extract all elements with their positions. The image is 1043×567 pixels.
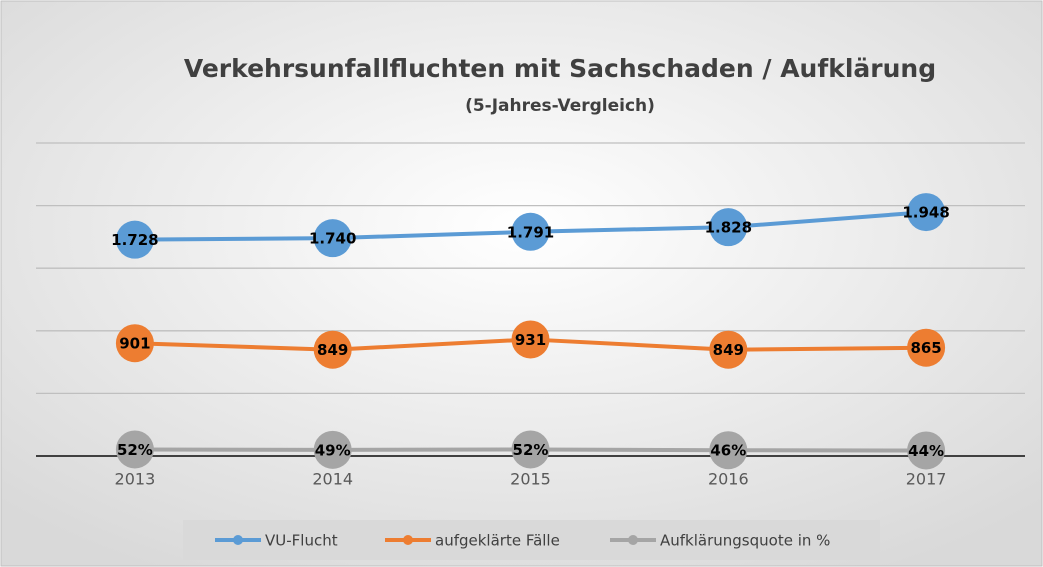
marker bbox=[907, 193, 946, 232]
x-tick-label: 2015 bbox=[510, 470, 551, 489]
marker bbox=[511, 430, 550, 469]
data-label: 52% bbox=[117, 441, 153, 459]
marker bbox=[115, 430, 154, 469]
data-label: 46% bbox=[710, 442, 746, 460]
marker bbox=[907, 328, 946, 367]
data-label: 1.791 bbox=[507, 223, 554, 241]
data-label: 849 bbox=[713, 341, 744, 359]
marker bbox=[313, 330, 352, 369]
data-label: 1.740 bbox=[309, 230, 356, 248]
data-label: 849 bbox=[317, 341, 348, 359]
data-label: 52% bbox=[513, 441, 549, 459]
chart-subtitle: (5-Jahres-Vergleich) bbox=[465, 96, 655, 116]
marker bbox=[115, 324, 154, 363]
legend-label: aufgeklärte Fälle bbox=[435, 532, 560, 550]
x-tick-label: 2016 bbox=[708, 470, 749, 489]
data-label: 44% bbox=[908, 442, 944, 460]
marker bbox=[313, 219, 352, 258]
data-label: 1.828 bbox=[705, 219, 752, 237]
chart-title: Verkehrsunfallfluchten mit Sachschaden /… bbox=[184, 54, 936, 83]
marker bbox=[709, 431, 748, 470]
x-tick-label: 2014 bbox=[312, 470, 353, 489]
data-label: 901 bbox=[119, 335, 150, 353]
marker bbox=[511, 212, 550, 251]
data-label: 865 bbox=[910, 339, 941, 357]
legend-marker bbox=[403, 535, 413, 545]
marker bbox=[709, 330, 748, 369]
legend-label: Aufklärungsquote in % bbox=[660, 532, 830, 550]
data-label: 1.948 bbox=[902, 204, 949, 222]
marker bbox=[313, 430, 352, 469]
data-label: 931 bbox=[515, 331, 546, 349]
x-tick-label: 2017 bbox=[906, 470, 947, 489]
legend-marker bbox=[233, 535, 243, 545]
marker bbox=[709, 208, 748, 247]
marker bbox=[115, 220, 154, 259]
x-tick-label: 2013 bbox=[115, 470, 156, 489]
legend-marker bbox=[628, 535, 638, 545]
data-label: 49% bbox=[315, 441, 351, 459]
marker bbox=[511, 320, 550, 359]
marker bbox=[907, 431, 946, 470]
legend-label: VU-Flucht bbox=[265, 532, 338, 550]
data-label: 1.728 bbox=[111, 231, 158, 249]
legend bbox=[183, 520, 880, 560]
